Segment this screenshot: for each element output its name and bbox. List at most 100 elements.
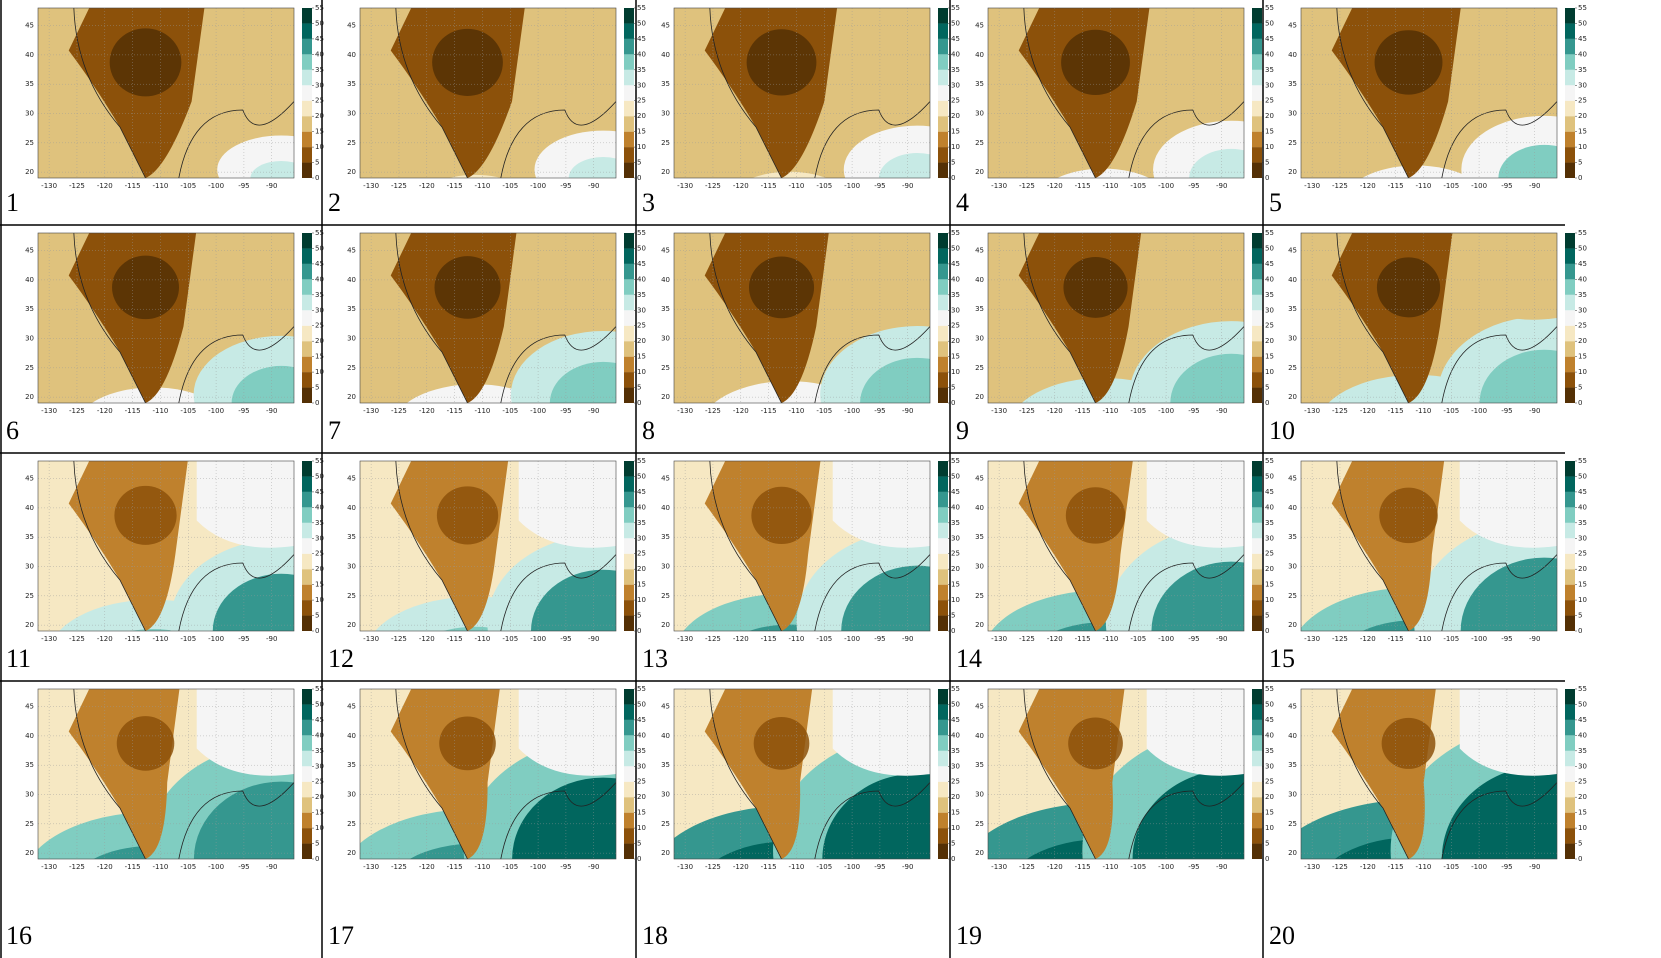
colorbar-segment — [938, 85, 948, 101]
x-tick-label: -95 — [874, 863, 885, 871]
colorbar-segment — [302, 584, 312, 601]
colorbar-label: 20 — [1578, 793, 1587, 801]
y-tick-label: 25 — [661, 364, 670, 372]
colorbar-segment — [1252, 750, 1262, 767]
y-tick-label: 30 — [1288, 791, 1297, 799]
y-tick-label: 25 — [1288, 592, 1297, 600]
colorbar-segment — [1565, 750, 1575, 767]
colorbar-segment — [624, 812, 634, 829]
map-region — [549, 361, 616, 403]
colorbar-label: 35 — [315, 519, 324, 527]
colorbar-segment — [1565, 584, 1575, 601]
map-panel: -130 -125 -120 -115 -110 -105 -100 -95 -90202530… — [6, 685, 324, 950]
colorbar-segment — [624, 233, 634, 249]
colorbar-label: 0 — [1265, 174, 1269, 182]
colorbar-label: 55 — [1265, 4, 1274, 12]
colorbar-label: 10 — [315, 824, 324, 832]
colorbar-label: 45 — [1578, 35, 1587, 43]
colorbar-segment — [1252, 522, 1262, 539]
colorbar-segment — [1252, 553, 1262, 570]
x-tick-label: -90 — [902, 863, 913, 871]
map-region — [1379, 487, 1438, 544]
colorbar-label: 40 — [951, 503, 960, 511]
coastline — [73, 8, 294, 178]
colorbar-label: 5 — [951, 384, 955, 392]
map-panel: -130 -125 -120 -115 -110 -105 -100 -95 -90202530… — [642, 4, 960, 217]
x-tick-label: -115 — [447, 182, 463, 190]
colorbar-segment — [1252, 766, 1262, 782]
colorbar-segment — [302, 162, 312, 178]
y-tick-label: 40 — [347, 276, 356, 284]
colorbar-label: 30 — [315, 306, 324, 314]
x-tick-label: -95 — [874, 635, 885, 643]
colorbar-label: 15 — [637, 353, 646, 361]
x-tick-label: -115 — [125, 182, 141, 190]
map-region — [231, 365, 294, 403]
colorbar-segment — [1565, 553, 1575, 570]
colorbar-segment — [1565, 147, 1575, 163]
y-tick-label: 30 — [347, 791, 356, 799]
colorbar-label: 5 — [951, 159, 955, 167]
colorbar-segment — [1252, 491, 1262, 508]
panel-number: 15 — [1269, 644, 1295, 673]
colorbar-segment — [1252, 828, 1262, 844]
y-tick-label: 45 — [975, 703, 984, 711]
colorbar-label: 30 — [1265, 762, 1274, 770]
colorbar-segment — [1565, 766, 1575, 782]
colorbar-label: 20 — [951, 565, 960, 573]
colorbar-label: 30 — [1265, 534, 1274, 542]
colorbar-label: 30 — [637, 534, 646, 542]
map-region — [512, 777, 616, 859]
colorbar-label: 5 — [1578, 612, 1582, 620]
map-area — [360, 8, 616, 178]
colorbar-segment — [938, 356, 948, 373]
colorbar-segment — [938, 279, 948, 295]
colorbar-label: 5 — [1265, 612, 1269, 620]
x-tick-label: -120 — [1360, 635, 1376, 643]
colorbar-segment — [624, 491, 634, 508]
x-tick-label: -120 — [419, 635, 435, 643]
y-tick-label: 45 — [25, 247, 34, 255]
x-tick-label: -115 — [761, 407, 777, 415]
x-tick-label: -120 — [1047, 863, 1063, 871]
x-tick-label: -100 — [844, 635, 860, 643]
y-tick-label: 30 — [975, 563, 984, 571]
map-region — [112, 255, 180, 320]
y-tick-label: 25 — [347, 139, 356, 147]
colorbar-label: 40 — [1265, 503, 1274, 511]
colorbar-label: 5 — [1578, 840, 1582, 848]
map-region — [753, 717, 810, 770]
colorbar-segment — [1565, 507, 1575, 523]
x-tick-label: -125 — [391, 182, 407, 190]
colorbar-label: 10 — [951, 368, 960, 376]
colorbar-segment — [624, 538, 634, 554]
coastline — [395, 8, 616, 178]
colorbar-segment — [1252, 812, 1262, 829]
colorbar-label: 15 — [951, 809, 960, 817]
colorbar-label: 25 — [951, 322, 960, 330]
y-tick-label: 30 — [1288, 335, 1297, 343]
y-tick-label: 20 — [347, 393, 356, 401]
x-tick-label: -100 — [208, 863, 224, 871]
x-tick-label: -110 — [788, 863, 804, 871]
colorbar-label: 40 — [315, 50, 324, 58]
y-tick-label: 30 — [25, 335, 34, 343]
y-tick-label: 45 — [347, 475, 356, 483]
y-tick-label: 30 — [975, 791, 984, 799]
colorbar-segment — [624, 69, 634, 86]
y-tick-label: 35 — [1288, 533, 1297, 541]
y-tick-label: 35 — [347, 761, 356, 769]
colorbar-segment — [302, 828, 312, 844]
colorbar-segment — [302, 54, 312, 70]
panel-number: 17 — [328, 921, 354, 950]
colorbar-label: 30 — [1578, 534, 1587, 542]
y-tick-label: 25 — [661, 592, 670, 600]
colorbar-label: 10 — [1265, 596, 1274, 604]
colorbar-label: 30 — [637, 306, 646, 314]
x-tick-label: -115 — [1075, 182, 1091, 190]
y-tick-label: 30 — [975, 110, 984, 118]
y-tick-label: 45 — [1288, 247, 1297, 255]
map-area — [674, 689, 930, 859]
x-tick-label: -105 — [1443, 182, 1459, 190]
